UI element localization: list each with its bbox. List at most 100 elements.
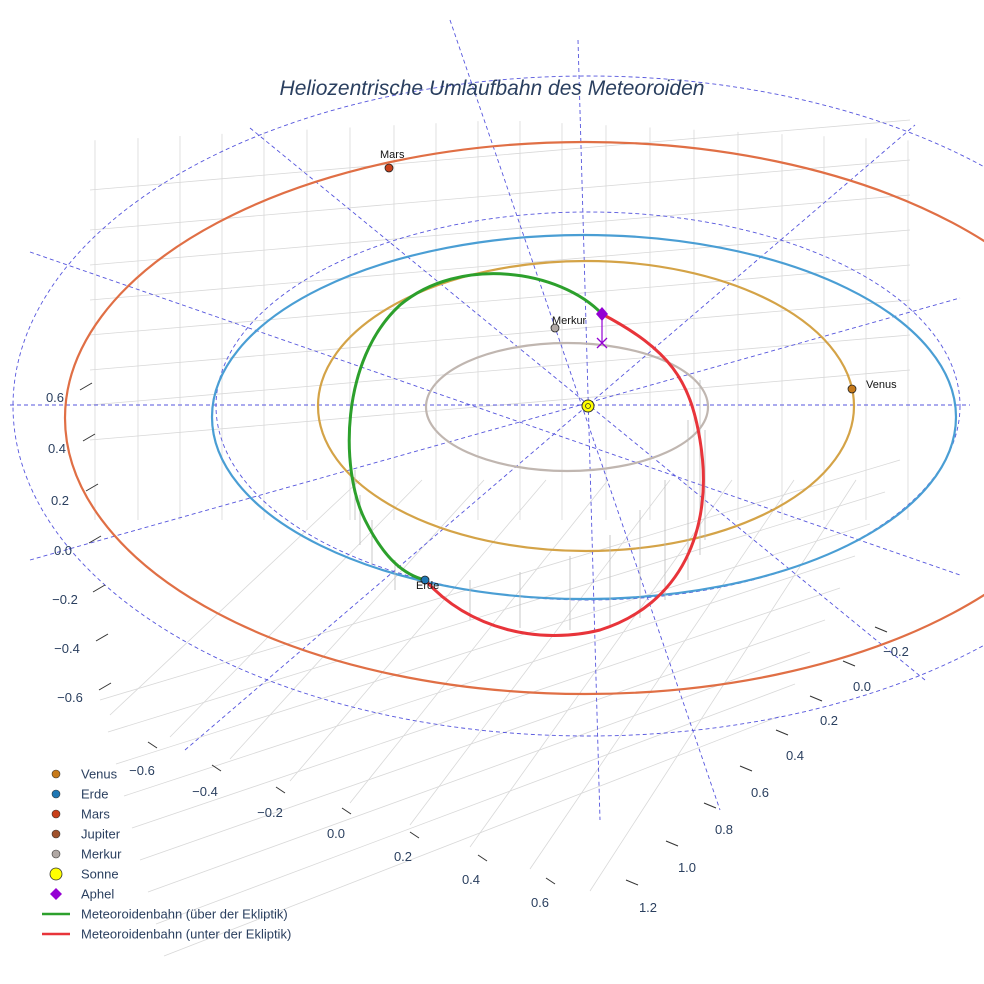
planet-markers: Venus Erde Mars Merkur: [380, 149, 897, 592]
z-tick-label: −0.2: [52, 592, 78, 607]
aphel-projection-marker: [596, 337, 608, 349]
x-tick-label: 0.2: [394, 849, 412, 864]
y-tick-label: 0.0: [853, 679, 871, 694]
x-tick-mark: [341, 807, 352, 815]
planet-label-erde: Erde: [416, 580, 439, 592]
z-tick-mark: [95, 633, 109, 642]
z-tick-label: 0.0: [54, 543, 72, 558]
planet-marker-venus: [847, 384, 857, 394]
planet-label-venus: Venus: [866, 379, 897, 391]
grid: [89, 119, 911, 957]
ecliptic-radial-line: [29, 297, 961, 561]
y-tick-label: 1.0: [678, 860, 696, 875]
legend-label: Jupiter: [81, 827, 121, 842]
ecliptic-radial-line: [29, 251, 961, 576]
drop-lines: [354, 380, 706, 630]
meteoroid-path-above: [347, 272, 604, 582]
z-tick-label: 0.6: [46, 390, 64, 405]
axis-ticks: 0.6 0.4 0.2 0.0 −0.2 −0.4 −0.6 −0.6 −0.4 −0.2 0.0 0…: [46, 382, 909, 915]
y-tick-mark: [739, 765, 753, 772]
orbit-erde: [210, 233, 958, 601]
legend-marker: [50, 888, 62, 900]
x-tick-label: 0.4: [462, 872, 480, 887]
x-tick-mark: [147, 741, 158, 749]
y-tick-mark: [703, 802, 717, 809]
z-tick-mark: [88, 535, 102, 544]
z-tick-mark: [79, 382, 93, 391]
orbit-mars: [64, 140, 984, 696]
chart-title: Heliozentrische Umlaufbahn des Meteoroid…: [280, 77, 705, 100]
z-tick-label: 0.2: [51, 493, 69, 508]
y-tick-mark: [842, 660, 856, 667]
ecliptic-outer-circle: [12, 75, 984, 737]
z-tick-label: 0.4: [48, 441, 66, 456]
planet-marker-mars: [384, 163, 394, 173]
legend-item: Erde: [51, 787, 108, 802]
legend-item: Aphel: [50, 887, 114, 902]
y-tick-mark: [625, 879, 639, 886]
y-tick-label: 0.6: [751, 785, 769, 800]
x-tick-label: 0.0: [327, 826, 345, 841]
legend-item: Merkur: [51, 847, 122, 862]
legend-item: Meteoroidenbahn (über der Ekliptik): [42, 907, 288, 922]
x-tick-mark: [211, 764, 222, 772]
legend-item: Venus: [51, 767, 118, 782]
meteoroid-orbit: [347, 272, 705, 638]
y-tick-mark: [775, 729, 789, 736]
y-tick-label: 0.2: [820, 713, 838, 728]
legend: Venus Erde Mars Jupiter Merkur Sonne Aphel Mete…: [42, 767, 291, 942]
z-tick-label: −0.6: [57, 690, 83, 705]
ecliptic-guides: [10, 19, 984, 821]
legend-label: Sonne: [81, 867, 119, 882]
legend-marker: [51, 769, 61, 779]
y-tick-label: 0.4: [786, 748, 804, 763]
x-tick-mark: [545, 877, 556, 885]
orbit-venus: [316, 259, 856, 553]
x-tick-mark: [409, 831, 420, 839]
legend-label: Aphel: [81, 887, 114, 902]
y-tick-label: −0.2: [883, 644, 909, 659]
legend-item: Meteoroidenbahn (unter der Ekliptik): [42, 927, 291, 942]
legend-marker: [51, 789, 61, 799]
planet-marker-merkur: [550, 323, 560, 333]
meteoroid-path-below: [423, 312, 705, 638]
legend-item: Sonne: [49, 867, 119, 882]
planet-label-merkur: Merkur: [552, 315, 587, 327]
planet-marker-erde: [420, 575, 430, 585]
planet-label-mars: Mars: [380, 149, 405, 161]
orbit-merkur: [424, 341, 710, 473]
planet-orbits: [64, 140, 984, 696]
x-tick-label: −0.6: [129, 763, 155, 778]
legend-marker: [49, 867, 63, 881]
aphel-marker: [596, 307, 608, 321]
legend-label: Merkur: [81, 847, 122, 862]
legend-label: Meteoroidenbahn (unter der Ekliptik): [81, 927, 291, 942]
z-tick-mark: [82, 433, 96, 442]
y-tick-mark: [809, 695, 823, 702]
sun-core: [585, 403, 591, 409]
y-tick-label: 1.2: [639, 900, 657, 915]
legend-label: Meteoroidenbahn (über der Ekliptik): [81, 907, 288, 922]
x-tick-mark: [477, 854, 488, 862]
legend-item: Jupiter: [51, 827, 121, 842]
y-tick-mark: [874, 626, 888, 633]
z-tick-mark: [92, 584, 106, 593]
x-tick-label: −0.4: [192, 784, 218, 799]
z-tick-label: −0.4: [54, 641, 80, 656]
legend-label: Mars: [81, 807, 110, 822]
legend-item: Mars: [51, 807, 110, 822]
legend-label: Erde: [81, 787, 108, 802]
ecliptic-radial-line: [449, 19, 721, 811]
ecliptic-radial-line: [184, 124, 916, 751]
x-tick-label: −0.2: [257, 805, 283, 820]
y-tick-mark: [665, 840, 679, 847]
legend-marker: [51, 809, 61, 819]
legend-label: Venus: [81, 767, 118, 782]
x-tick-mark: [275, 786, 286, 794]
legend-marker: [51, 849, 61, 859]
y-tick-label: 0.8: [715, 822, 733, 837]
legend-marker: [51, 829, 61, 839]
sun-marker: [581, 399, 595, 413]
z-tick-mark: [85, 483, 99, 492]
